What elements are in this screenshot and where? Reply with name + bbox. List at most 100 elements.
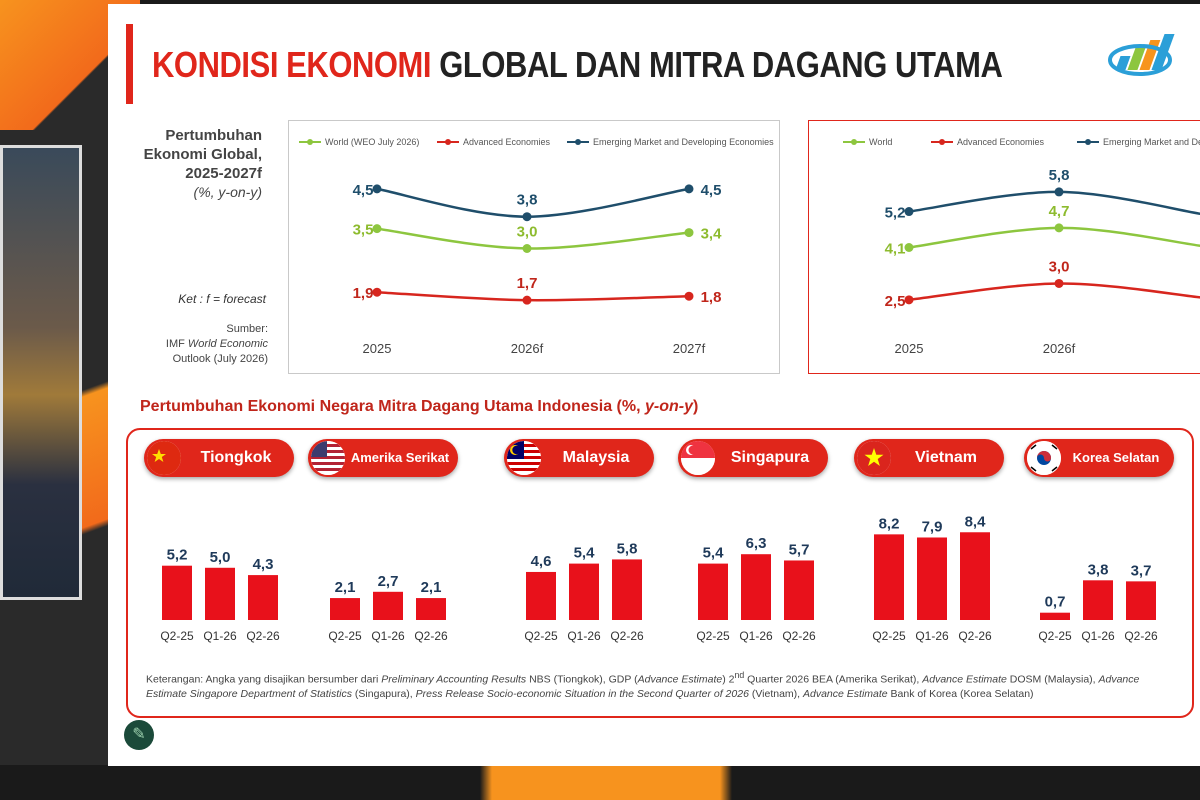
data-point [1054, 187, 1064, 197]
bar [960, 532, 990, 620]
data-point [904, 295, 914, 305]
bar-value-label: 8,4 [965, 513, 987, 530]
bar-value-label: 4,6 [531, 553, 552, 570]
data-point [904, 243, 914, 252]
side-label-line3: 2025-2027f [185, 165, 262, 182]
country-pill-tiongkok: Tiongkok [144, 439, 294, 477]
bar-category-label: Q1-26 [1081, 629, 1115, 643]
bar-value-label: 5,8 [617, 540, 638, 557]
legend-marker [851, 139, 857, 145]
bar-category-label: Q2-25 [1038, 629, 1072, 643]
bar-category-label: Q2-26 [782, 629, 816, 643]
source-line2a: IMF [165, 338, 188, 350]
partner-bar-charts: 5,2 Q2-25 5,0 Q1-26 4,3 Q2-26 2,1 Q2-25 2,7 Q1-26… [160, 513, 1158, 643]
data-label: 2,5 [885, 293, 906, 310]
country-pill-label: Singapura [730, 449, 810, 466]
country-pill-malaysia: Malaysia [504, 439, 654, 477]
bar-value-label: 3,7 [1131, 562, 1152, 579]
malaysia-flag-icon [507, 441, 541, 475]
x-tick-label: 2025 [363, 341, 392, 356]
bar-category-label: Q2-26 [1124, 629, 1158, 643]
note-p14: Bank of Korea (Korea Selatan) [887, 687, 1034, 700]
note-p13: Advance Estimate [803, 687, 888, 700]
vietnam-flag-icon [857, 441, 891, 475]
x-tick-label: 2027f [673, 341, 706, 356]
data-label: 4,5 [701, 182, 722, 199]
source-note: Sumber: IMF World Economic Outlook (July… [128, 322, 268, 367]
bar [330, 598, 360, 620]
note-p9: Advance Estimate Singapore Department of… [146, 673, 1140, 700]
background-bottom [0, 765, 1200, 800]
section-title-italic: y-on-y [644, 398, 693, 415]
data-point [372, 184, 382, 194]
note-p5sup: nd [734, 670, 745, 680]
data-label: 3,4 [701, 226, 723, 243]
bar [569, 563, 599, 620]
bar-category-label: Q1-26 [739, 629, 773, 643]
data-label: 5,8 [1049, 167, 1070, 184]
series-line [908, 282, 1200, 302]
country-pill-label: Korea Selatan [1072, 450, 1160, 465]
section-title-main: Pertumbuhan Ekonomi Negara Mitra Dagang … [140, 398, 645, 415]
slide-title: KONDISI EKONOMI GLOBAL DAN MITRA DAGANG … [152, 44, 1003, 86]
legend-label: World [869, 137, 892, 147]
bar [526, 571, 556, 620]
country-pill-label: Malaysia [562, 449, 630, 466]
data-label: 4,1 [885, 241, 906, 258]
data-point [1054, 278, 1064, 288]
presenter-video [0, 145, 82, 600]
bar-value-label: 2,7 [378, 573, 399, 590]
bar-value-label: 0,7 [1045, 594, 1066, 611]
bar-category-label: Q2-26 [958, 629, 992, 643]
data-point [684, 291, 694, 301]
note-p6: Quarter 2026 BEA (Amerika Serikat), [744, 673, 923, 686]
data-label: 1,7 [517, 275, 538, 292]
bar-category-label: Q2-25 [524, 629, 558, 643]
bar [373, 591, 403, 620]
note-p10: (Singapura), [352, 687, 416, 700]
source-line1: Sumber: [226, 323, 268, 335]
country-pill-korea-selatan: Korea Selatan [1024, 439, 1174, 477]
bar [612, 559, 642, 620]
data-point [372, 224, 382, 234]
bar-value-label: 5,7 [789, 541, 810, 558]
data-label: 1,9 [353, 285, 374, 302]
bar-value-label: 4,3 [253, 556, 274, 573]
bar [162, 565, 192, 620]
bar-value-label: 5,4 [703, 545, 725, 562]
data-point [522, 295, 532, 305]
bar [1040, 612, 1070, 620]
source-line3: Outlook (July 2026) [172, 353, 268, 365]
pen-tool-button[interactable]: ✎ [124, 720, 154, 750]
data-label: 5,2 [885, 205, 906, 222]
data-point [1054, 223, 1064, 233]
bar-category-label: Q1-26 [567, 629, 601, 643]
note-p11: Press Release Socio-economic Situation i… [415, 687, 749, 700]
bar [698, 563, 728, 620]
bar-category-label: Q2-26 [246, 629, 280, 643]
x-tick-label: 2026f [1043, 341, 1076, 356]
asean-growth-chart: World Advanced Economies Emerging Market a… [808, 120, 1200, 374]
bar-value-label: 2,1 [335, 579, 356, 596]
note-p2: Preliminary Accounting Results [381, 673, 527, 686]
data-source-note: Keterangan: Angka yang disajikan bersumb… [146, 668, 1176, 701]
bar-value-label: 5,0 [210, 549, 231, 566]
bar-value-label: 5,2 [167, 547, 188, 564]
bar-category-label: Q2-25 [328, 629, 362, 643]
legend-marker [307, 139, 313, 145]
china-flag-icon [147, 441, 181, 475]
note-p8: DOSM (Malaysia), [1006, 673, 1099, 686]
data-point [904, 207, 914, 217]
country-pill-label: Tiongkok [200, 449, 272, 466]
note-p12: (Vietnam), [748, 687, 803, 700]
bar-value-label: 2,1 [421, 579, 442, 596]
bar [1126, 581, 1156, 620]
data-point [684, 184, 694, 194]
legend-label: World (WEO July 2026) [325, 137, 419, 147]
title-dark: GLOBAL DAN MITRA DAGANG UTAMA [439, 44, 1003, 85]
bar-value-label: 3,8 [1088, 561, 1109, 578]
bar [874, 534, 904, 620]
legend-label: Advanced Economies [463, 137, 551, 147]
bar-category-label: Q2-26 [414, 629, 448, 643]
bar-value-label: 6,3 [746, 535, 767, 552]
